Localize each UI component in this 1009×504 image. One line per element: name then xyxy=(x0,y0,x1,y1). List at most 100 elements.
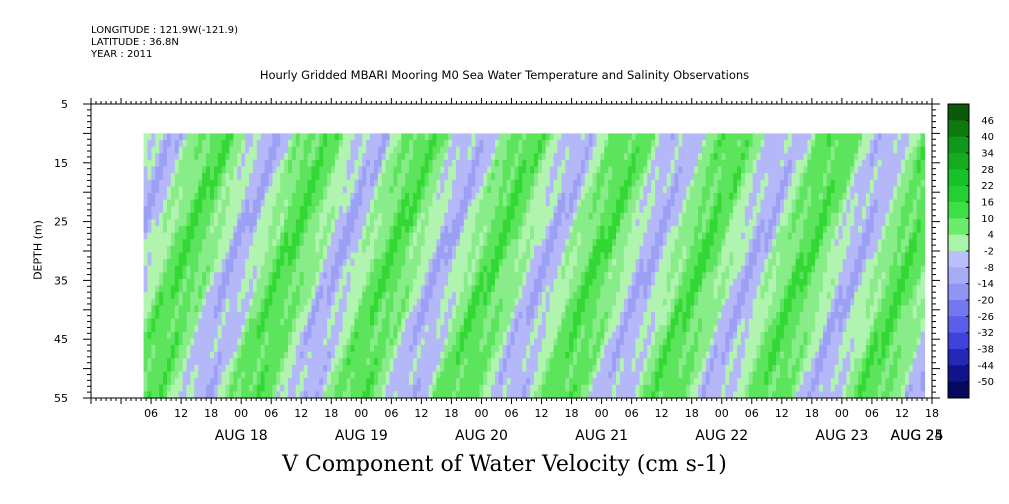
heatmap-cell xyxy=(166,325,172,333)
heatmap-cell xyxy=(178,351,184,359)
heatmap-cell xyxy=(233,232,238,240)
heatmap-cell xyxy=(576,219,582,227)
heatmap-cell xyxy=(479,318,484,326)
heatmap-cell xyxy=(494,146,500,154)
heatmap-cell xyxy=(252,226,258,234)
heatmap-cell xyxy=(194,325,199,333)
heatmap-cell xyxy=(557,179,562,187)
heatmap-cell xyxy=(346,298,352,306)
heatmap-cell xyxy=(619,146,625,154)
heatmap-cell xyxy=(475,298,480,306)
heatmap-cell xyxy=(518,384,523,392)
heatmap-cell xyxy=(256,312,262,320)
heatmap-cell xyxy=(334,226,340,234)
heatmap-cell xyxy=(295,278,301,287)
heatmap-cell xyxy=(483,345,488,353)
heatmap-cell xyxy=(412,219,418,227)
heatmap-cell xyxy=(268,186,274,194)
heatmap-cell xyxy=(225,265,231,273)
heatmap-cell xyxy=(381,331,387,340)
heatmap-cell xyxy=(557,292,562,300)
heatmap-cell xyxy=(530,173,535,181)
heatmap-cell xyxy=(315,338,320,346)
heatmap-cell xyxy=(327,371,332,379)
heatmap-cell xyxy=(448,325,453,333)
heatmap-cell xyxy=(584,179,590,187)
heatmap-cell xyxy=(553,358,559,366)
heatmap-cell xyxy=(256,331,262,340)
heatmap-cell xyxy=(604,358,609,366)
heatmap-cell xyxy=(245,358,250,366)
heatmap-cell xyxy=(502,232,508,240)
heatmap-cell xyxy=(377,206,383,214)
heatmap-cell xyxy=(491,292,496,300)
heatmap-cell xyxy=(373,305,379,313)
heatmap-cell xyxy=(455,384,461,392)
heatmap-cell xyxy=(534,298,539,306)
heatmap-cell xyxy=(565,292,570,300)
heatmap-cell xyxy=(217,239,223,247)
heatmap-cell xyxy=(444,212,449,220)
heatmap-cell xyxy=(323,245,328,254)
heatmap-cell xyxy=(346,206,352,214)
heatmap-cell xyxy=(534,146,539,154)
heatmap-cell xyxy=(299,259,305,267)
heatmap-cell xyxy=(401,239,406,247)
heatmap-cell xyxy=(432,345,438,353)
heatmap-cell xyxy=(412,166,418,174)
heatmap-cell xyxy=(315,199,320,207)
heatmap-cell xyxy=(346,325,352,333)
heatmap-cell xyxy=(330,133,336,141)
heatmap-cell xyxy=(334,245,340,254)
heatmap-cell xyxy=(288,159,293,168)
heatmap-cell xyxy=(182,166,188,174)
heatmap-cell xyxy=(573,226,578,234)
heatmap-cell xyxy=(487,285,492,293)
heatmap-cell xyxy=(381,338,387,346)
heatmap-cell xyxy=(623,338,629,346)
heatmap-cell xyxy=(436,186,441,194)
heatmap-cell xyxy=(366,166,371,174)
heatmap-cell xyxy=(584,391,590,399)
heatmap-cell xyxy=(252,331,258,340)
heatmap-cell xyxy=(307,351,313,359)
heatmap-cell xyxy=(494,371,500,379)
heatmap-cell xyxy=(248,153,254,161)
heatmap-cell xyxy=(178,179,184,187)
heatmap-cell xyxy=(393,272,398,280)
heatmap-cell xyxy=(612,331,617,340)
heatmap-cell xyxy=(237,146,242,154)
heatmap-cell xyxy=(217,166,223,174)
heatmap-cell xyxy=(385,325,391,333)
heatmap-cell xyxy=(346,252,352,260)
heatmap-cell xyxy=(506,391,512,399)
heatmap-cell xyxy=(498,338,504,346)
heatmap-cell xyxy=(608,272,613,280)
heatmap-cell xyxy=(299,206,305,214)
heatmap-cell xyxy=(502,140,508,148)
heatmap-cell xyxy=(487,259,492,267)
heatmap-cell xyxy=(518,338,523,346)
heatmap-cell xyxy=(452,331,457,340)
heatmap-cell xyxy=(416,325,422,333)
heatmap-cell xyxy=(530,186,535,194)
heatmap-cell xyxy=(209,159,215,168)
heatmap-cell xyxy=(506,292,512,300)
heatmap-cell xyxy=(608,278,613,287)
heatmap-cell xyxy=(284,166,289,174)
heatmap-cell xyxy=(264,305,270,313)
heatmap-cell xyxy=(245,159,250,168)
heatmap-cell xyxy=(174,338,180,346)
heatmap-cell xyxy=(494,259,500,267)
heatmap-cell xyxy=(151,312,156,320)
heatmap-cell xyxy=(573,186,578,194)
heatmap-cell xyxy=(565,239,570,247)
heatmap-cell xyxy=(432,298,438,306)
heatmap-cell xyxy=(526,166,531,174)
heatmap-cell xyxy=(498,239,504,247)
heatmap-cell xyxy=(498,219,504,227)
heatmap-cell xyxy=(366,219,371,227)
heatmap-cell xyxy=(502,239,508,247)
heatmap-cell xyxy=(494,305,500,313)
heatmap-cell xyxy=(608,179,613,187)
